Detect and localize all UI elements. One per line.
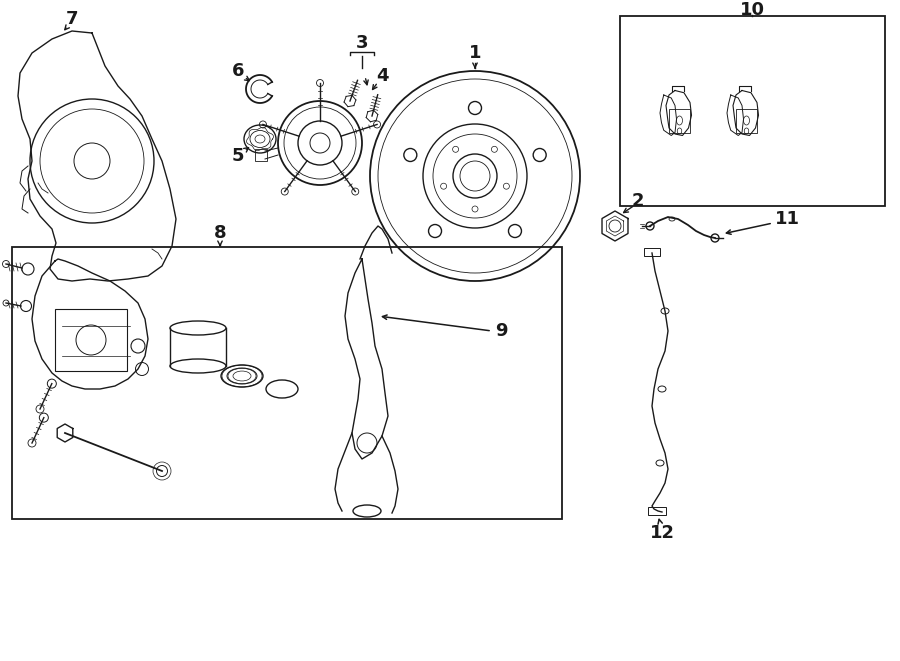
- Bar: [255, 149, 267, 161]
- Text: 5: 5: [232, 147, 244, 165]
- Text: 7: 7: [66, 10, 78, 28]
- Bar: [648, 507, 666, 515]
- Text: 1: 1: [469, 44, 482, 62]
- Bar: [669, 108, 690, 132]
- Text: 2: 2: [632, 192, 644, 210]
- Text: 3: 3: [356, 34, 368, 52]
- Bar: [620, 16, 885, 206]
- Text: 6: 6: [232, 62, 244, 80]
- Text: 4: 4: [376, 67, 388, 85]
- Bar: [55, 309, 127, 371]
- Text: 12: 12: [650, 524, 674, 542]
- Text: 9: 9: [495, 322, 508, 340]
- Text: 11: 11: [775, 210, 800, 228]
- Text: 8: 8: [213, 224, 226, 242]
- Bar: [12, 247, 562, 519]
- Bar: [644, 248, 660, 256]
- Bar: [736, 108, 757, 132]
- Text: 10: 10: [740, 1, 764, 19]
